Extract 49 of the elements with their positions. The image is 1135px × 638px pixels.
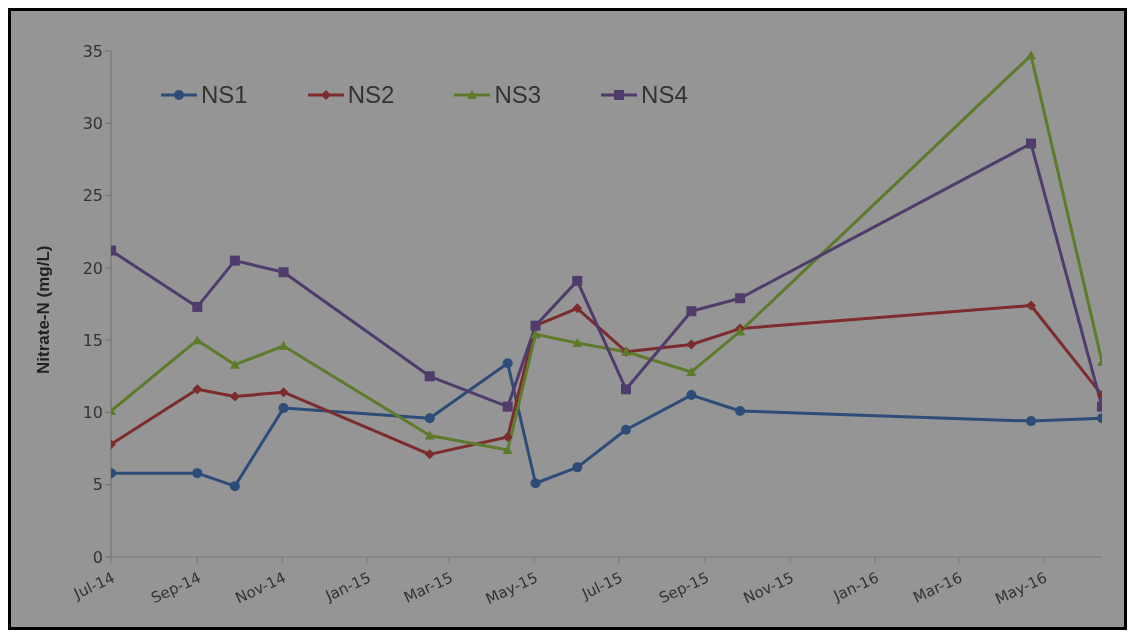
point	[502, 445, 513, 455]
point	[424, 430, 435, 440]
y-tick-label: 15	[82, 330, 103, 350]
point	[686, 366, 697, 376]
legend-label: NS4	[641, 81, 688, 109]
point	[572, 303, 583, 314]
point	[278, 403, 289, 414]
point	[686, 390, 697, 401]
point	[502, 358, 513, 369]
point	[572, 338, 583, 348]
point	[502, 401, 513, 412]
point	[1026, 138, 1037, 149]
point	[424, 413, 435, 424]
point	[502, 432, 513, 443]
legend-label: NS1	[201, 81, 248, 109]
point	[1026, 51, 1037, 60]
point	[424, 371, 435, 382]
y-tick-label: 10	[82, 403, 103, 423]
point	[424, 449, 435, 460]
point	[686, 339, 697, 350]
point	[1026, 300, 1037, 311]
point	[192, 384, 203, 395]
point	[192, 335, 203, 345]
point	[192, 301, 203, 312]
point	[530, 478, 541, 489]
y-tick-label: 0	[92, 547, 103, 567]
point	[735, 293, 746, 304]
point	[229, 255, 240, 266]
y-tick-label: 20	[82, 258, 103, 278]
legend-label: NS2	[347, 81, 395, 109]
y-axis-title: Nitrate-N (mg/L)	[34, 245, 54, 374]
y-tick-label: 5	[92, 475, 103, 495]
point	[735, 405, 746, 416]
point	[572, 462, 583, 473]
point	[278, 267, 289, 278]
point	[686, 306, 697, 317]
point	[620, 384, 631, 395]
y-tick-label: 35	[82, 41, 103, 61]
y-tick-label: 25	[82, 186, 103, 206]
point	[1026, 416, 1037, 427]
point	[229, 481, 240, 492]
point	[229, 359, 240, 369]
point	[278, 387, 289, 398]
point	[572, 275, 583, 286]
y-tick-label: 30	[82, 113, 103, 133]
point	[192, 468, 203, 479]
legend-label: NS3	[494, 81, 542, 109]
point	[229, 391, 240, 402]
point	[620, 424, 631, 435]
